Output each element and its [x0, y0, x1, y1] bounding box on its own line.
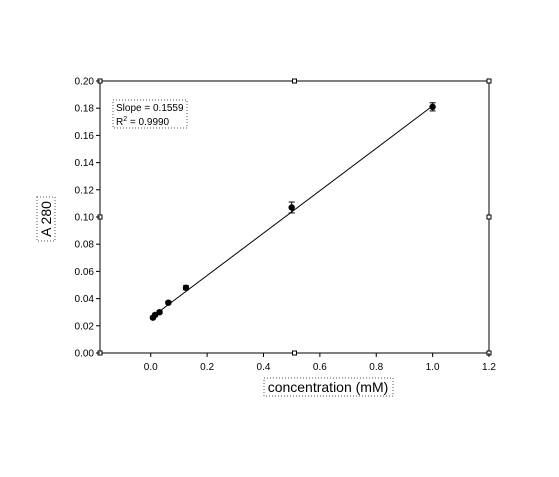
y-tick-label: 0.16	[75, 131, 95, 142]
r2-prefix: R	[116, 117, 123, 128]
resize-handle[interactable]	[486, 78, 492, 84]
y-tick-label: 0.02	[75, 321, 95, 332]
y-tick-label: 0.20	[75, 77, 95, 88]
y-tick-label: 0.18	[75, 104, 95, 115]
y-axis-title-box[interactable]	[36, 196, 56, 242]
y-tick-label: 0.08	[75, 240, 95, 251]
x-tick-label: 0.0	[144, 362, 158, 373]
annotation-box[interactable]	[112, 99, 188, 129]
y-tick-label: 0.00	[75, 349, 95, 360]
resize-handle[interactable]	[486, 214, 492, 220]
x-tick-label: 1.0	[426, 362, 440, 373]
x-tick-label: 0.8	[369, 362, 383, 373]
y-tick-label: 0.12	[75, 185, 95, 196]
slope-annotation: Slope = 0.1559	[116, 103, 184, 114]
data-point	[288, 204, 295, 211]
data-points	[149, 102, 436, 321]
y-axis-title: A 280	[38, 201, 54, 237]
r2-value: = 0.9990	[127, 117, 169, 128]
resize-handle[interactable]	[292, 350, 297, 356]
x-tick-label: 0.6	[313, 362, 327, 373]
data-point	[156, 309, 163, 316]
y-tick-label: 0.06	[75, 267, 95, 278]
r2-superscript: 2	[123, 116, 127, 123]
resize-handle[interactable]	[292, 78, 297, 84]
y-tick-label: 0.14	[75, 158, 95, 169]
x-axis-title: concentration (mM)	[268, 379, 389, 395]
y-axis: 0.00 0.02 0.04 0.06 0.08 0.10 0.12 0.14 0.16 0.18…	[75, 77, 100, 360]
data-point	[165, 299, 172, 306]
x-axis-title-box[interactable]	[263, 377, 394, 397]
data-point	[182, 284, 190, 291]
y-tick-label: 0.04	[75, 294, 95, 305]
x-tick-label: 1.2	[482, 362, 496, 373]
x-tick-label: 0.4	[257, 362, 271, 373]
x-tick-label: 0.2	[200, 362, 214, 373]
data-point	[429, 103, 436, 111]
r2-annotation: R2 = 0.9990	[116, 116, 170, 128]
y-tick-label: 0.10	[75, 213, 95, 224]
x-axis: 0.0 0.2 0.4 0.6 0.8 1.0 1.2	[144, 353, 496, 373]
